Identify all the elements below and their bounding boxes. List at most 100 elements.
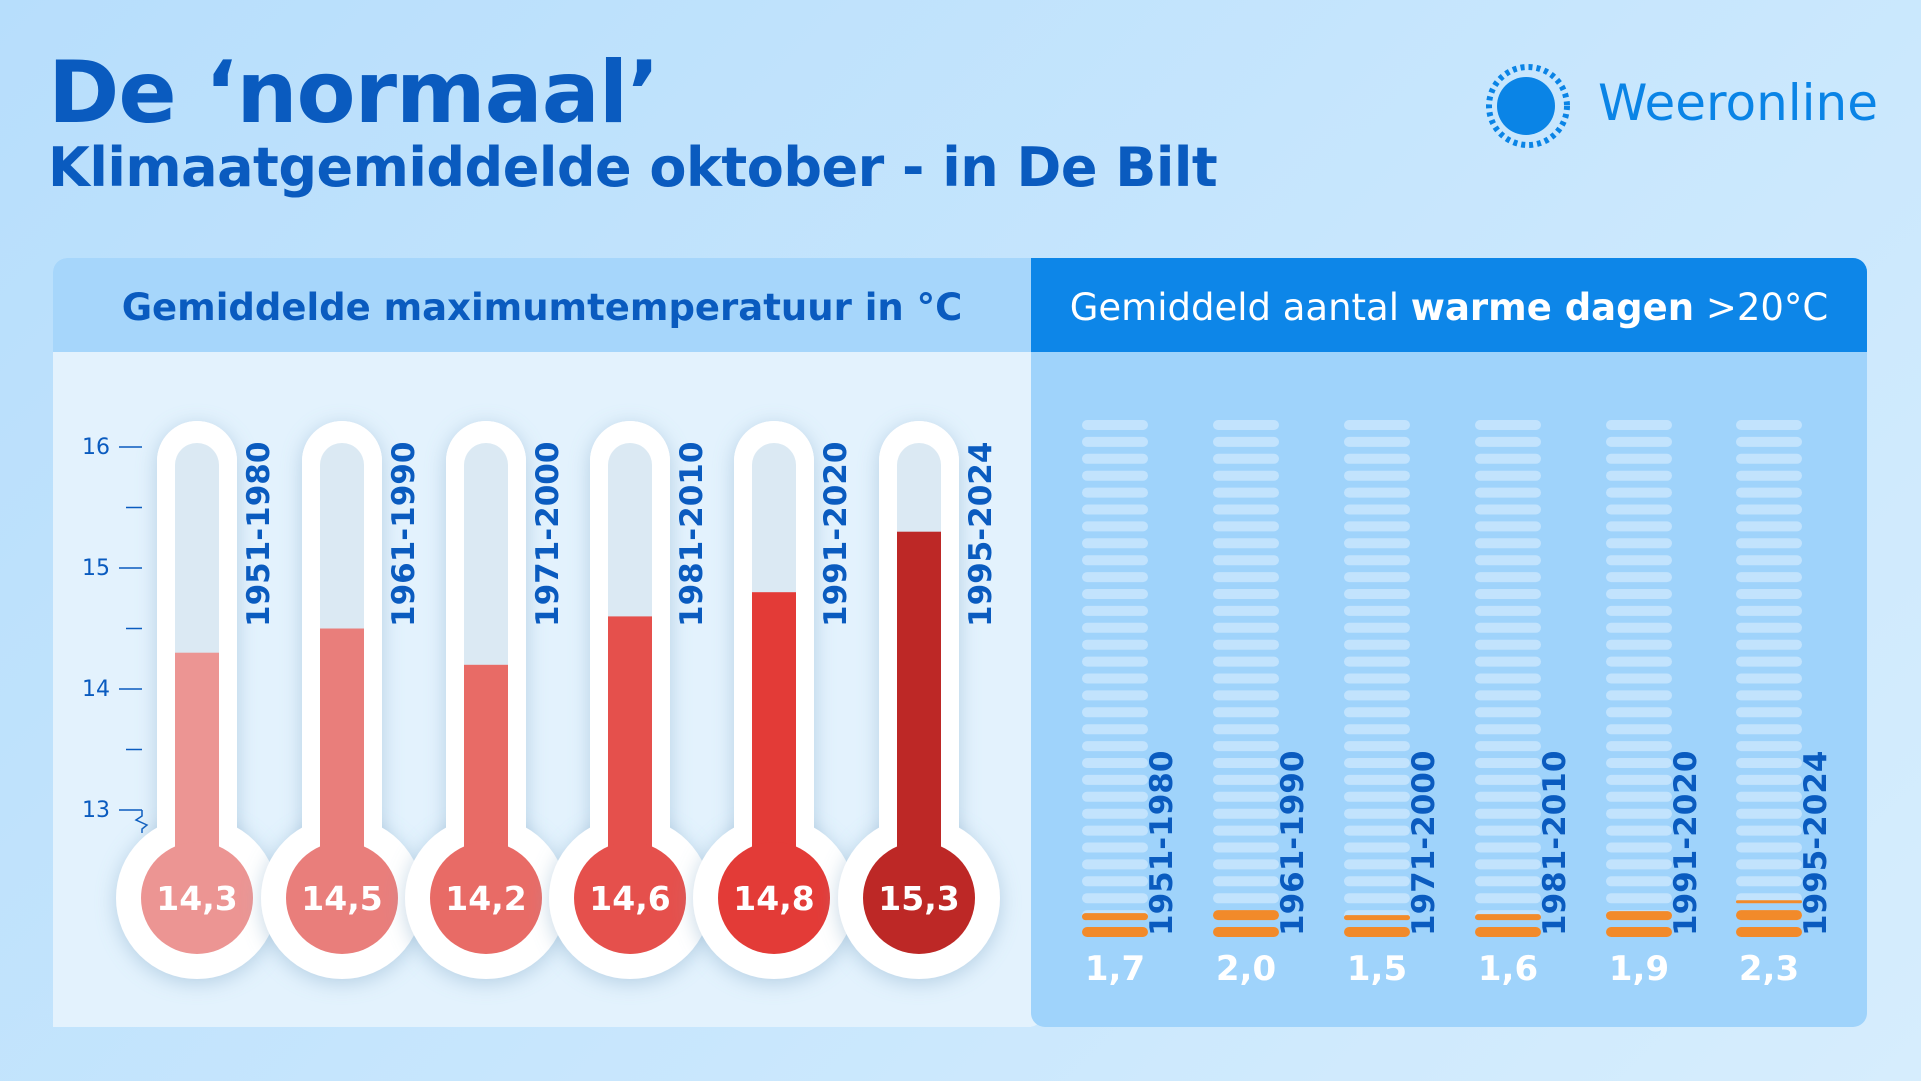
thermometer-value-label: 14,6: [589, 879, 670, 918]
right-chart-title: Gemiddeld aantal warme dagen >20°C: [1070, 286, 1829, 329]
day-slot: [1082, 605, 1148, 616]
y-tick-label: 15: [82, 556, 110, 581]
day-slot: [1213, 538, 1279, 549]
day-slot: [1082, 707, 1148, 718]
day-slot: [1475, 436, 1541, 447]
day-slot: [1344, 453, 1410, 464]
day-column: 1991-2020 1,9: [1606, 420, 1704, 989]
day-slot: [1344, 673, 1410, 684]
day-slot: [1475, 690, 1541, 701]
day-slot: [1736, 572, 1802, 583]
warm-day-fill: [1606, 911, 1672, 921]
day-slot: [1213, 893, 1279, 904]
day-slot: [1082, 859, 1148, 870]
day-slot: [1736, 622, 1802, 633]
day-slot: [1475, 876, 1541, 887]
day-slot: [1606, 656, 1672, 667]
warm-day-fill: [1213, 927, 1279, 937]
day-slot: [1213, 487, 1279, 498]
day-slot: [1475, 572, 1541, 583]
day-slot: [1606, 876, 1672, 887]
day-slot: [1213, 555, 1279, 566]
warm-day-fill: [1213, 910, 1279, 921]
day-slot: [1606, 538, 1672, 549]
day-slot: [1606, 622, 1672, 633]
day-slot: [1736, 436, 1802, 447]
warm-day-fill: [1736, 910, 1802, 921]
day-slot: [1736, 538, 1802, 549]
day-slot: [1736, 470, 1802, 481]
thermometer-bulb: [141, 842, 253, 954]
warm-day-fill: [1736, 927, 1802, 937]
left-chart-title: Gemiddelde maximumtemperatuur in °C: [122, 286, 963, 329]
day-slot: [1736, 825, 1802, 836]
day-slot: [1344, 572, 1410, 583]
day-slot: [1344, 825, 1410, 836]
day-slot: [1344, 656, 1410, 667]
day-slot: [1213, 420, 1279, 430]
warm-days-value-label: 1,7: [1085, 949, 1145, 989]
day-slot: [1082, 774, 1148, 785]
day-slot: [1736, 521, 1802, 532]
day-slot: [1606, 690, 1672, 701]
day-slot: [1082, 842, 1148, 853]
day-slot: [1606, 589, 1672, 599]
day-slot: [1475, 859, 1541, 870]
period-label: 1951-1980: [241, 442, 277, 627]
y-tick-label: 16: [82, 435, 110, 460]
warm-day-fill: [1475, 927, 1541, 937]
day-slot: [1344, 487, 1410, 498]
period-label: 1981-2010: [674, 442, 710, 627]
day-slot: [1606, 453, 1672, 464]
day-slot: [1344, 741, 1410, 752]
day-slot: [1082, 622, 1148, 633]
day-slot: [1344, 504, 1410, 515]
day-slot: [1606, 555, 1672, 566]
day-slot: [1082, 504, 1148, 515]
day-column: 1951-1980 1,7: [1082, 420, 1180, 989]
day-slot: [1475, 504, 1541, 515]
day-slot: [1082, 656, 1148, 667]
day-slot: [1213, 521, 1279, 532]
day-slot: [1213, 589, 1279, 599]
day-column: 1961-1990 2,0: [1213, 420, 1311, 989]
right-panel-header: [1031, 258, 1867, 352]
day-slot: [1606, 774, 1672, 785]
day-slot: [1213, 724, 1279, 735]
day-slot: [1606, 470, 1672, 481]
day-slot: [1736, 673, 1802, 684]
day-slot: [1213, 758, 1279, 768]
day-slot: [1736, 842, 1802, 853]
day-column: 1981-2010 1,6: [1475, 420, 1573, 989]
day-slot: [1475, 724, 1541, 735]
day-slot: [1344, 859, 1410, 870]
period-label: 1961-1990: [1275, 751, 1311, 936]
day-slot: [1344, 538, 1410, 549]
day-slot: [1082, 521, 1148, 532]
day-slot: [1736, 741, 1802, 752]
day-slot: [1344, 707, 1410, 718]
day-slot: [1213, 622, 1279, 633]
thermometer-value-label: 14,8: [733, 879, 814, 918]
warm-day-fill: [1475, 914, 1541, 921]
day-slot: [1213, 859, 1279, 870]
day-slot: [1344, 774, 1410, 785]
day-slot: [1475, 673, 1541, 684]
period-label: 1951-1980: [1144, 751, 1180, 936]
day-slot: [1736, 639, 1802, 650]
warm-day-fill: [1082, 913, 1148, 921]
day-slot: [1606, 893, 1672, 904]
day-slot: [1475, 538, 1541, 549]
day-slot: [1606, 859, 1672, 870]
period-label: 1995-2024: [963, 442, 999, 627]
day-slot: [1475, 470, 1541, 481]
day-slot: [1344, 893, 1410, 904]
warm-days-value-label: 1,6: [1478, 949, 1538, 989]
day-slot: [1082, 690, 1148, 701]
day-slot: [1606, 436, 1672, 447]
day-slot: [1344, 876, 1410, 887]
day-slot: [1736, 656, 1802, 667]
day-slot: [1606, 605, 1672, 616]
day-slot: [1736, 555, 1802, 566]
thermometer: 14,2 1971-2000: [405, 421, 567, 979]
